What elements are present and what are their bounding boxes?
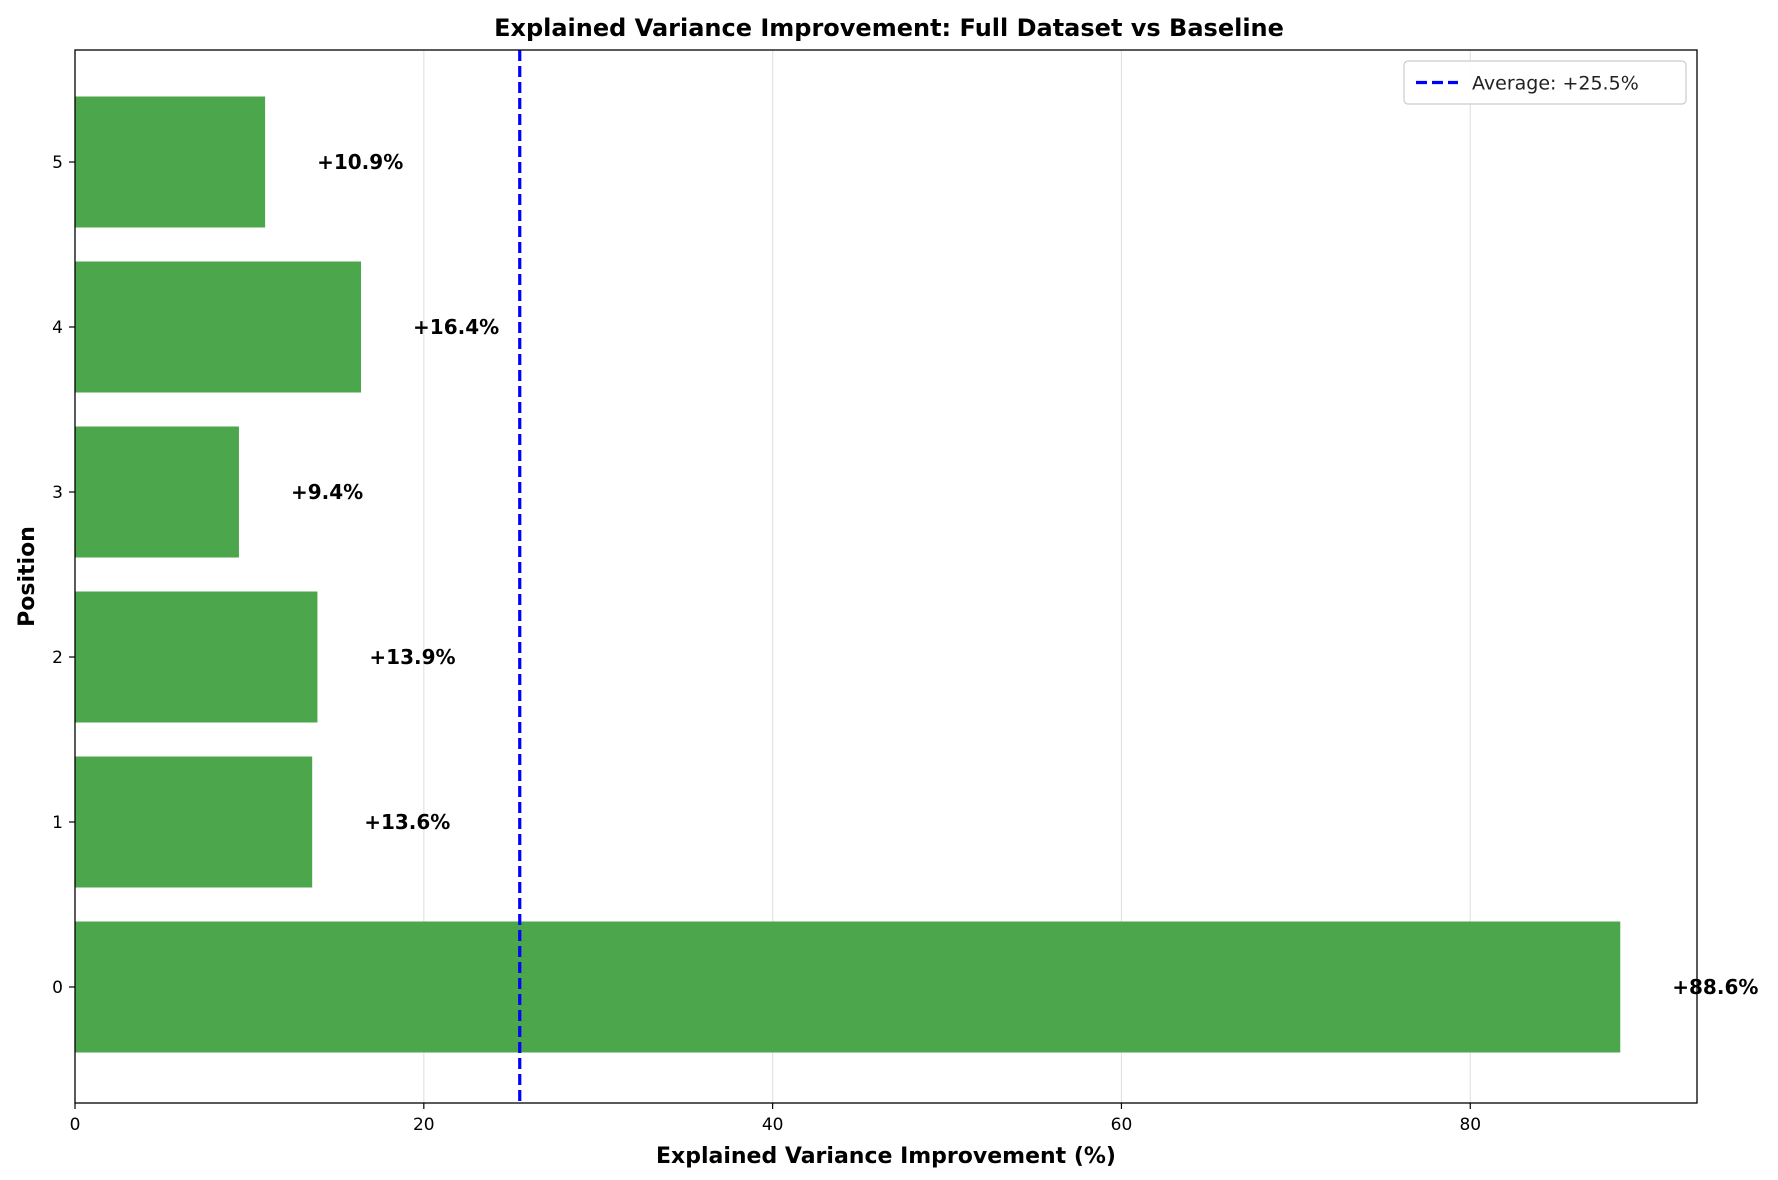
y-axis-label: Position — [15, 526, 40, 627]
y-axis-ticks: 0 1 2 3 4 5 — [52, 153, 75, 998]
bar-value-label: +16.4% — [413, 315, 499, 339]
bars — [75, 96, 1621, 1053]
bar-position-0 — [75, 921, 1621, 1053]
x-axis-ticks: 0 20 40 60 80 — [70, 1103, 1481, 1135]
bar-position-3 — [75, 426, 239, 558]
x-tick-label: 60 — [1111, 1115, 1133, 1135]
bar-value-label: +13.9% — [369, 645, 455, 669]
bar-value-label: +13.6% — [364, 810, 450, 834]
x-tick-label: 40 — [762, 1115, 784, 1135]
x-tick-label: 0 — [70, 1115, 81, 1135]
x-tick-label: 20 — [413, 1115, 435, 1135]
bar-value-labels: +88.6% +13.6% +13.9% +9.4% +16.4% +10.9% — [291, 150, 1758, 999]
bar-position-2 — [75, 591, 318, 723]
bar-position-5 — [75, 96, 266, 228]
y-tick-label: 2 — [52, 648, 63, 668]
chart-title: Explained Variance Improvement: Full Dat… — [494, 14, 1284, 42]
legend-entry-average: Average: +25.5% — [1472, 73, 1639, 95]
y-tick-label: 5 — [52, 153, 63, 173]
y-tick-label: 3 — [52, 483, 63, 503]
plot-frame — [74, 49, 1698, 1104]
y-tick-label: 4 — [52, 318, 63, 338]
bar-value-label: +10.9% — [317, 150, 403, 174]
x-tick-label: 80 — [1459, 1115, 1481, 1135]
y-tick-label: 0 — [52, 978, 63, 998]
bar-value-label: +9.4% — [291, 480, 363, 504]
legend: Average: +25.5% — [1403, 60, 1687, 105]
bar-value-label: +88.6% — [1672, 975, 1758, 999]
y-tick-label: 1 — [52, 813, 63, 833]
bar-position-4 — [75, 261, 362, 393]
x-axis-label: Explained Variance Improvement (%) — [656, 1144, 1116, 1169]
legend-box — [1403, 60, 1687, 105]
bar-position-1 — [75, 756, 313, 888]
